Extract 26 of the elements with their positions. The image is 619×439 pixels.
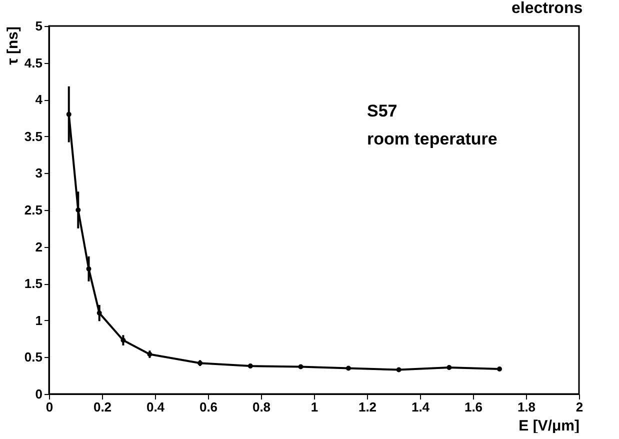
- x-tick-label: 0.2: [93, 400, 112, 414]
- y-tick-label: 2.5: [24, 202, 42, 218]
- x-tick-label: 0.8: [252, 400, 271, 414]
- x-tick-label: 1: [310, 400, 318, 414]
- x-tick-label: 2: [576, 400, 584, 414]
- annotation: room teperature: [367, 129, 498, 148]
- y-tick-label: 4: [35, 92, 44, 108]
- annotation: S57: [367, 101, 398, 120]
- y-tick-label: 0.5: [24, 350, 42, 365]
- y-tick-label: 4.5: [24, 55, 42, 70]
- y-tick-label: 1.5: [24, 276, 42, 292]
- x-tick-label: 1.6: [464, 400, 483, 414]
- x-tick-label: 0.6: [199, 400, 218, 414]
- y-tick-label: 5: [35, 18, 42, 34]
- chart-title: electrons: [511, 0, 583, 17]
- y-tick-label: 2: [35, 239, 42, 254]
- x-tick-label: 1.4: [411, 400, 430, 414]
- y-tick-label: 0: [35, 386, 42, 402]
- x-tick-label: 0.4: [146, 400, 166, 414]
- y-axis-title: τ [ns]: [4, 26, 22, 65]
- x-tick-label: 1.2: [358, 400, 377, 414]
- y-tick-label: 3.5: [24, 128, 42, 144]
- y-tick-label: 3: [35, 166, 42, 181]
- x-tick-label: 0: [46, 400, 54, 414]
- y-tick-label: 1: [35, 312, 42, 328]
- x-tick-label: 1.8: [517, 400, 536, 414]
